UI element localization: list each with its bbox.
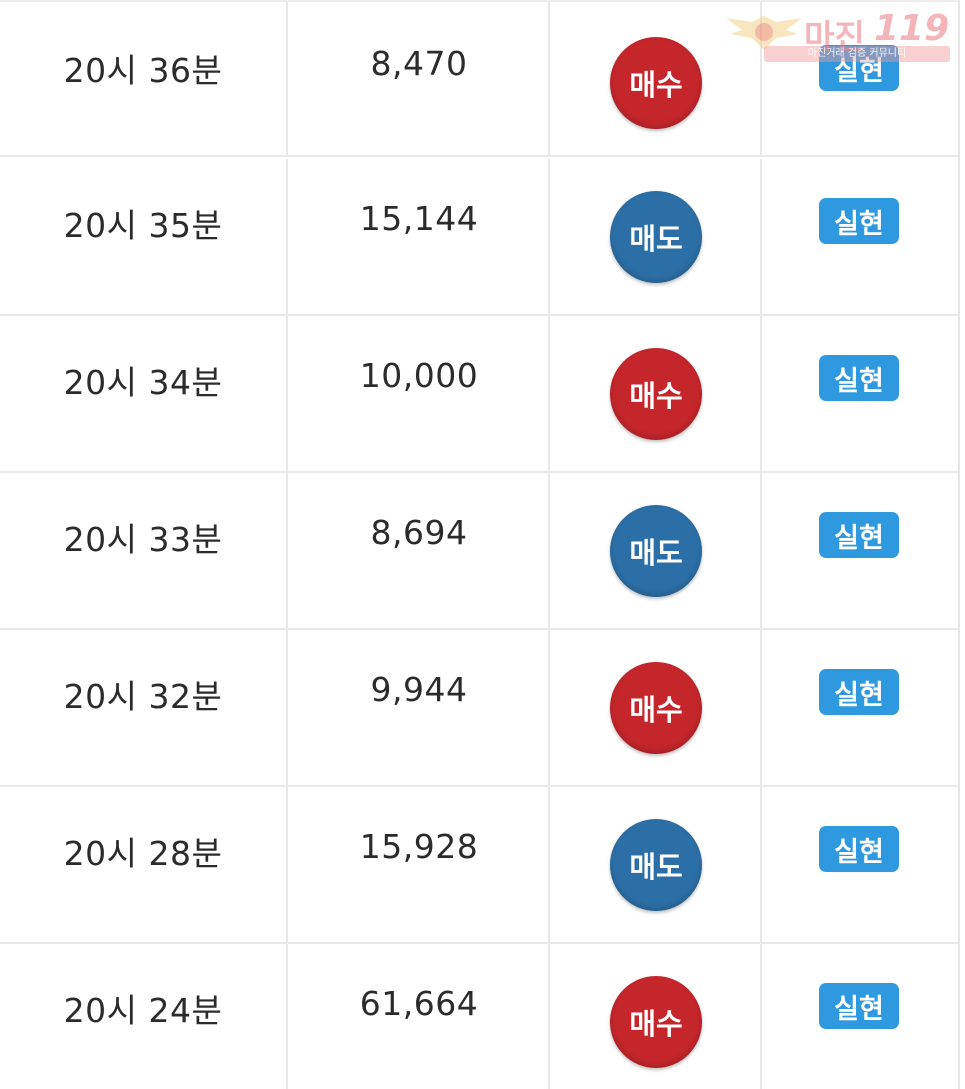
trade-amount: 15,144 xyxy=(359,199,479,238)
table-row: 20시 33분 8,694 매도 실현 xyxy=(0,473,958,630)
time-cell: 20시 34분 xyxy=(0,316,286,471)
wing-emblem-icon xyxy=(726,16,802,50)
status-cell: 실현 xyxy=(760,944,960,1089)
time-cell: 20시 36분 xyxy=(0,2,286,155)
trade-time: 20시 36분 xyxy=(63,51,223,90)
trade-amount: 8,470 xyxy=(370,44,468,83)
amount-cell: 9,944 xyxy=(286,630,550,785)
amount-cell: 8,470 xyxy=(286,2,550,155)
watermark-tagline: 마진거래 검증 커뮤니티 xyxy=(764,46,950,62)
amount-cell: 15,928 xyxy=(286,787,550,942)
trade-type-badge[interactable]: 매수 xyxy=(610,976,702,1068)
amount-cell: 10,000 xyxy=(286,316,550,471)
status-badge[interactable]: 실현 xyxy=(819,45,899,91)
trade-time: 20시 35분 xyxy=(63,206,223,245)
watermark-logo: 마진 119 마진거래 검증 커뮤니티 xyxy=(724,6,956,66)
trade-amount: 8,694 xyxy=(370,513,468,552)
type-cell: 매도 xyxy=(548,159,762,314)
amount-cell: 61,664 xyxy=(286,944,550,1089)
table-row: 20시 32분 9,944 매수 실현 xyxy=(0,630,958,787)
status-badge[interactable]: 실현 xyxy=(819,826,899,872)
trade-type-badge[interactable]: 매수 xyxy=(610,37,702,129)
status-cell: 실현 xyxy=(760,630,960,785)
watermark-number: 119 xyxy=(874,8,950,49)
time-cell: 20시 28분 xyxy=(0,787,286,942)
trade-type-badge[interactable]: 매도 xyxy=(610,819,702,911)
time-cell: 20시 35분 xyxy=(0,159,286,314)
status-cell: 실현 xyxy=(760,316,960,471)
trade-time: 20시 28분 xyxy=(63,834,223,873)
trade-time: 20시 32분 xyxy=(63,677,223,716)
amount-cell: 15,144 xyxy=(286,159,550,314)
trade-type-badge[interactable]: 매도 xyxy=(610,191,702,283)
table-row: 20시 28분 15,928 매도 실현 xyxy=(0,787,958,944)
trade-time: 20시 33분 xyxy=(63,520,223,559)
table-row: 20시 36분 8,470 매수 실현 xyxy=(0,0,958,157)
time-cell: 20시 24분 xyxy=(0,944,286,1089)
trade-amount: 61,664 xyxy=(359,984,479,1023)
status-cell: 실현 xyxy=(760,473,960,628)
status-cell: 실현 xyxy=(760,787,960,942)
time-cell: 20시 32분 xyxy=(0,630,286,785)
trade-type-badge[interactable]: 매수 xyxy=(610,348,702,440)
type-cell: 매도 xyxy=(548,787,762,942)
time-cell: 20시 33분 xyxy=(0,473,286,628)
status-badge[interactable]: 실현 xyxy=(819,198,899,244)
trade-time: 20시 34분 xyxy=(63,363,223,402)
amount-cell: 8,694 xyxy=(286,473,550,628)
type-cell: 매수 xyxy=(548,316,762,471)
status-badge[interactable]: 실현 xyxy=(819,983,899,1029)
status-cell: 실현 xyxy=(760,2,960,155)
table-row: 20시 35분 15,144 매도 실현 xyxy=(0,159,958,316)
type-cell: 매수 xyxy=(548,630,762,785)
type-cell: 매수 xyxy=(548,2,762,155)
table-row: 20시 24분 61,664 매수 실현 xyxy=(0,944,958,1089)
status-badge[interactable]: 실현 xyxy=(819,669,899,715)
trade-type-badge[interactable]: 매도 xyxy=(610,505,702,597)
trade-amount: 15,928 xyxy=(359,827,479,866)
status-badge[interactable]: 실현 xyxy=(819,512,899,558)
table-row: 20시 34분 10,000 매수 실현 xyxy=(0,316,958,473)
trade-time: 20시 24분 xyxy=(63,991,223,1030)
trade-amount: 10,000 xyxy=(359,356,479,395)
type-cell: 매도 xyxy=(548,473,762,628)
watermark-brand: 마진 xyxy=(804,17,865,56)
status-badge[interactable]: 실현 xyxy=(819,355,899,401)
status-cell: 실현 xyxy=(760,159,960,314)
type-cell: 매수 xyxy=(548,944,762,1089)
trade-amount: 9,944 xyxy=(370,670,468,709)
trade-type-badge[interactable]: 매수 xyxy=(610,662,702,754)
